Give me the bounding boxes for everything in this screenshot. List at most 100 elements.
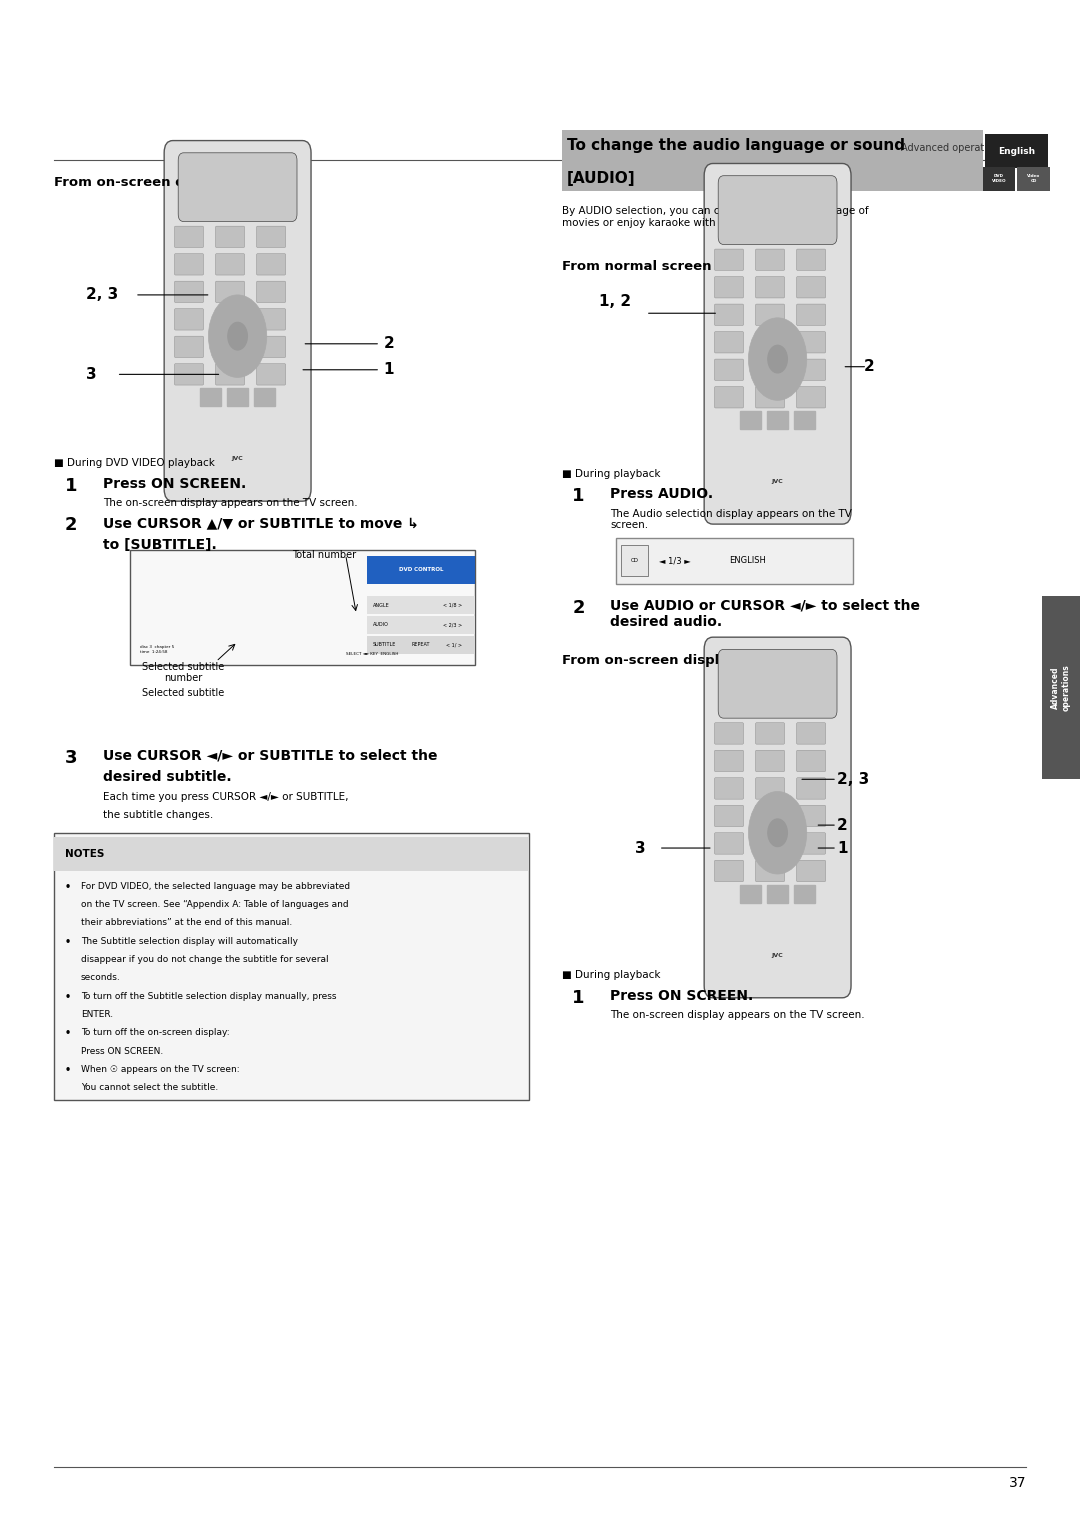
Text: [AUDIO]: [AUDIO]: [567, 171, 636, 186]
FancyBboxPatch shape: [756, 860, 784, 882]
Text: 1: 1: [572, 989, 585, 1007]
FancyBboxPatch shape: [175, 254, 203, 275]
FancyBboxPatch shape: [756, 387, 784, 408]
FancyBboxPatch shape: [215, 281, 244, 303]
FancyBboxPatch shape: [257, 226, 285, 248]
Text: 37: 37: [1009, 1476, 1026, 1490]
Text: ■ During DVD VIDEO playback: ■ During DVD VIDEO playback: [54, 458, 215, 469]
Bar: [740, 411, 761, 429]
Bar: [367, 556, 475, 584]
Text: By AUDIO selection, you can choose the audio language of
movies or enjoy karaoke: By AUDIO selection, you can choose the a…: [562, 206, 868, 228]
FancyBboxPatch shape: [796, 387, 825, 408]
Bar: [54, 837, 529, 871]
Circle shape: [748, 318, 807, 400]
Text: < 2/3 >: < 2/3 >: [443, 622, 462, 628]
Text: NOTES: NOTES: [65, 850, 104, 859]
FancyBboxPatch shape: [796, 332, 825, 353]
FancyBboxPatch shape: [756, 359, 784, 380]
Text: To turn off the Subtitle selection display manually, press: To turn off the Subtitle selection displ…: [81, 992, 337, 1001]
Text: 1, 2: 1, 2: [599, 293, 632, 309]
Text: REPEAT: REPEAT: [411, 642, 431, 648]
Text: 1: 1: [572, 487, 585, 506]
Bar: [227, 388, 248, 406]
Text: JVC: JVC: [232, 455, 243, 461]
Text: The on-screen display appears on the TV screen.: The on-screen display appears on the TV …: [103, 498, 357, 509]
Text: disappear if you do not change the subtitle for several: disappear if you do not change the subti…: [81, 955, 328, 964]
Bar: [1042, 596, 1080, 779]
Text: 2, 3: 2, 3: [86, 287, 119, 303]
Text: English: English: [998, 147, 1035, 156]
FancyBboxPatch shape: [796, 778, 825, 799]
FancyBboxPatch shape: [796, 750, 825, 772]
Bar: [983, 167, 1015, 191]
FancyBboxPatch shape: [756, 332, 784, 353]
Text: 1: 1: [65, 477, 78, 495]
Text: to [SUBTITLE].: to [SUBTITLE].: [103, 538, 216, 552]
Text: desired subtitle.: desired subtitle.: [103, 770, 231, 784]
Text: •: •: [65, 992, 71, 1002]
FancyBboxPatch shape: [257, 281, 285, 303]
Bar: [54, 833, 529, 1100]
FancyBboxPatch shape: [164, 141, 311, 501]
Text: From normal screen: From normal screen: [562, 260, 711, 274]
FancyBboxPatch shape: [796, 249, 825, 270]
FancyBboxPatch shape: [796, 304, 825, 325]
Text: on the TV screen. See “Appendix A: Table of languages and: on the TV screen. See “Appendix A: Table…: [81, 900, 349, 909]
Text: seconds.: seconds.: [81, 973, 121, 983]
FancyBboxPatch shape: [796, 723, 825, 744]
Text: Press ON SCREEN.: Press ON SCREEN.: [610, 989, 754, 1002]
Text: 3: 3: [86, 367, 97, 382]
FancyBboxPatch shape: [175, 336, 203, 358]
Bar: [367, 596, 475, 614]
Bar: [562, 130, 983, 191]
Text: For DVD VIDEO, the selected language may be abbreviated: For DVD VIDEO, the selected language may…: [81, 882, 350, 891]
Text: 1: 1: [383, 362, 394, 377]
Circle shape: [208, 295, 267, 377]
Bar: [767, 411, 788, 429]
Text: When ☉ appears on the TV screen:: When ☉ appears on the TV screen:: [81, 1065, 240, 1074]
FancyBboxPatch shape: [756, 277, 784, 298]
Bar: [616, 538, 853, 584]
Text: Advanced operations: Advanced operations: [901, 142, 1004, 153]
Text: < 1/ >: < 1/ >: [446, 642, 462, 648]
FancyBboxPatch shape: [756, 249, 784, 270]
Circle shape: [748, 792, 807, 874]
Bar: [367, 636, 475, 654]
Text: 1: 1: [837, 840, 848, 856]
Text: DVD CONTROL: DVD CONTROL: [399, 567, 444, 573]
Text: The Subtitle selection display will automatically: The Subtitle selection display will auto…: [81, 937, 298, 946]
FancyBboxPatch shape: [715, 750, 744, 772]
Bar: [200, 388, 221, 406]
Text: Selected subtitle: Selected subtitle: [143, 688, 225, 698]
Text: JVC: JVC: [772, 952, 783, 958]
FancyBboxPatch shape: [215, 336, 244, 358]
FancyBboxPatch shape: [215, 309, 244, 330]
FancyBboxPatch shape: [756, 833, 784, 854]
FancyBboxPatch shape: [796, 833, 825, 854]
Bar: [794, 411, 815, 429]
Text: Selected subtitle
number: Selected subtitle number: [143, 662, 225, 683]
FancyBboxPatch shape: [704, 637, 851, 998]
Text: 2: 2: [65, 516, 78, 535]
FancyBboxPatch shape: [257, 364, 285, 385]
FancyBboxPatch shape: [756, 723, 784, 744]
Text: ■ During playback: ■ During playback: [562, 970, 660, 981]
Text: You cannot select the subtitle.: You cannot select the subtitle.: [81, 1083, 218, 1093]
Text: disc 3  chapter 5
time  1:24:58: disc 3 chapter 5 time 1:24:58: [140, 645, 175, 654]
FancyBboxPatch shape: [718, 176, 837, 244]
FancyBboxPatch shape: [718, 649, 837, 718]
Text: SELECT ◄► KEY  ENGLISH: SELECT ◄► KEY ENGLISH: [346, 652, 397, 656]
FancyBboxPatch shape: [175, 226, 203, 248]
FancyBboxPatch shape: [215, 226, 244, 248]
Text: From on-screen display: From on-screen display: [562, 654, 737, 668]
Text: ENTER.: ENTER.: [81, 1010, 113, 1019]
Text: To change the audio language or sound: To change the audio language or sound: [567, 138, 905, 153]
FancyBboxPatch shape: [796, 277, 825, 298]
FancyBboxPatch shape: [756, 805, 784, 827]
Bar: [254, 388, 275, 406]
Bar: [1017, 167, 1050, 191]
FancyBboxPatch shape: [175, 281, 203, 303]
FancyBboxPatch shape: [715, 277, 744, 298]
FancyBboxPatch shape: [257, 309, 285, 330]
Text: Total number: Total number: [292, 550, 355, 561]
